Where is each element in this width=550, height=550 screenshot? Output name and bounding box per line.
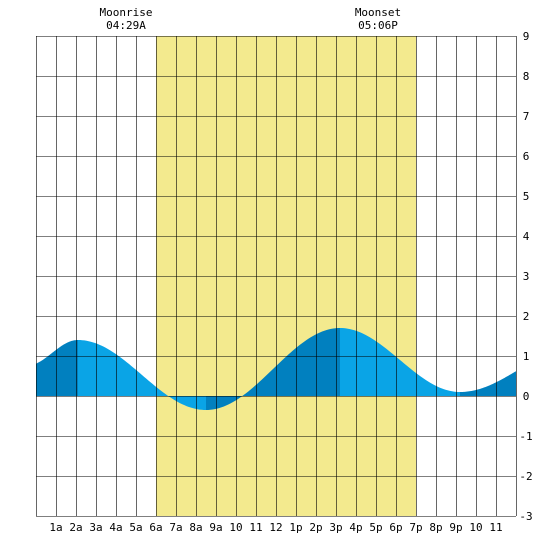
x-tick-label: 3p bbox=[329, 521, 342, 534]
rising-tide-segment bbox=[460, 371, 516, 396]
x-tick-label: 10 bbox=[229, 521, 242, 534]
x-tick-label: 8a bbox=[189, 521, 202, 534]
x-tick-label: 4a bbox=[109, 521, 122, 534]
y-tick-label: -1 bbox=[519, 430, 532, 443]
rising-tide-segment bbox=[36, 340, 78, 396]
moon-event-label: Moonset bbox=[355, 6, 401, 19]
daylight-band bbox=[156, 36, 416, 516]
falling-tide-segment bbox=[78, 340, 206, 410]
y-tick-label: 9 bbox=[523, 30, 530, 43]
x-tick-label: 9p bbox=[449, 521, 462, 534]
x-tick-label: 8p bbox=[429, 521, 442, 534]
tide-area bbox=[36, 328, 516, 410]
x-tick-label: 6a bbox=[149, 521, 162, 534]
y-tick-label: 4 bbox=[523, 230, 530, 243]
x-tick-label: 1p bbox=[289, 521, 302, 534]
y-tick-label: 6 bbox=[523, 150, 530, 163]
y-tick-label: 7 bbox=[523, 110, 530, 123]
y-tick-label: 5 bbox=[523, 190, 530, 203]
y-tick-label: -3 bbox=[519, 510, 532, 523]
y-axis-tick-labels: -3 -2 -1 0 1 2 3 4 5 6 7 8 9 bbox=[519, 30, 532, 523]
y-tick-label: 2 bbox=[523, 310, 530, 323]
x-tick-label: 11 bbox=[489, 521, 502, 534]
y-tick-label: -2 bbox=[519, 470, 532, 483]
x-tick-label: 3a bbox=[89, 521, 102, 534]
y-tick-label: 1 bbox=[523, 350, 530, 363]
x-tick-label: 10 bbox=[469, 521, 482, 534]
x-tick-label: 4p bbox=[349, 521, 362, 534]
x-tick-label: 9a bbox=[209, 521, 222, 534]
grid bbox=[36, 36, 517, 517]
x-tick-label: 7p bbox=[409, 521, 422, 534]
x-tick-label: 2a bbox=[69, 521, 82, 534]
moon-event-time: 05:06P bbox=[358, 19, 398, 32]
x-tick-label: 12 bbox=[269, 521, 282, 534]
x-tick-label: 7a bbox=[169, 521, 182, 534]
x-tick-label: 6p bbox=[389, 521, 402, 534]
y-tick-label: 3 bbox=[523, 270, 530, 283]
falling-tide-segment bbox=[340, 328, 460, 396]
x-tick-label: 5a bbox=[129, 521, 142, 534]
y-tick-label: 0 bbox=[523, 390, 530, 403]
y-tick-label: 8 bbox=[523, 70, 530, 83]
x-tick-label: 2p bbox=[309, 521, 322, 534]
moon-event-label: Moonrise bbox=[100, 6, 153, 19]
x-tick-label: 5p bbox=[369, 521, 382, 534]
moon-event-time: 04:29A bbox=[106, 19, 146, 32]
x-axis-tick-labels: 1a 2a 3a 4a 5a 6a 7a 8a 9a 10 11 12 1p 2p 3p 4p 5p 6p 7p 8p… bbox=[49, 521, 502, 534]
x-tick-label: 1a bbox=[49, 521, 62, 534]
x-tick-label: 11 bbox=[249, 521, 262, 534]
rising-tide-segment bbox=[206, 328, 340, 410]
